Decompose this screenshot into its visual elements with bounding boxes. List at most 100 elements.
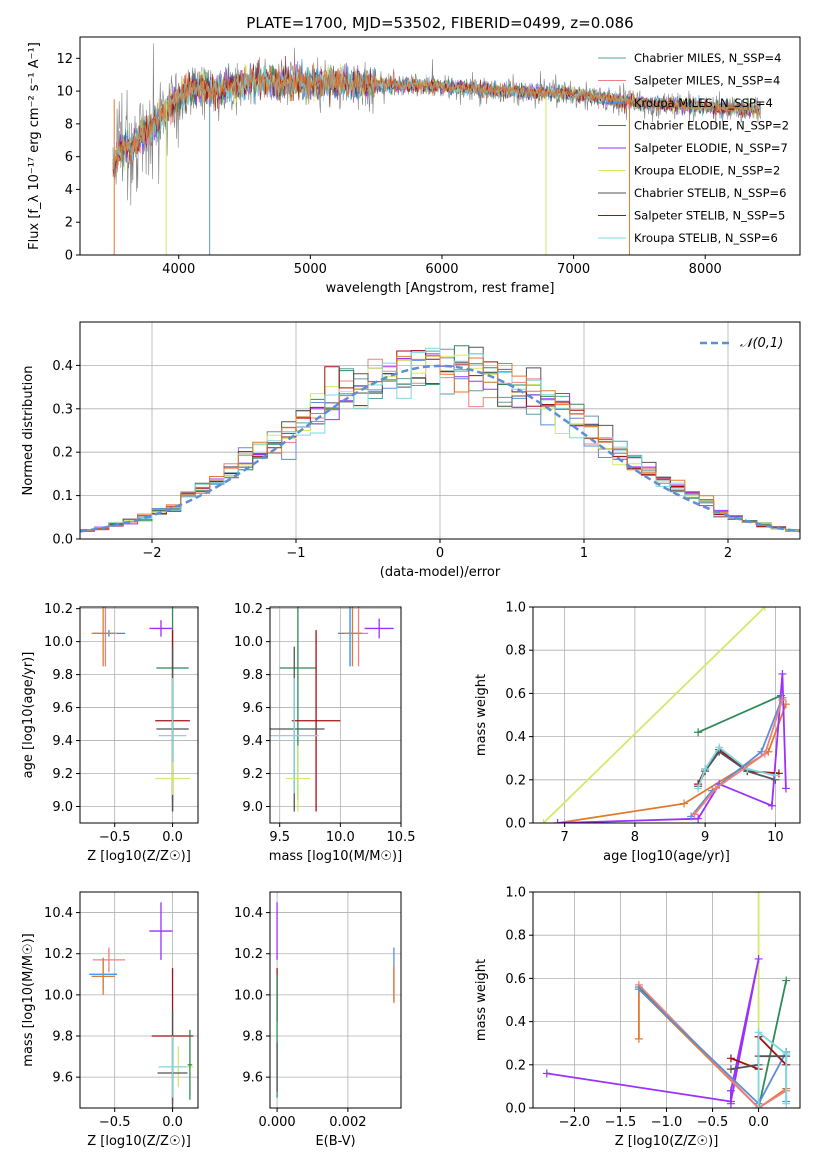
legend-entry: Chabrier ELODIE, N_SSP=2 bbox=[634, 119, 789, 133]
y-tick-label: 12 bbox=[56, 52, 73, 67]
panel-mass_vs_Z: −0.5 0.0 9.6 9.8 10.0 10.2 10.4 Z [log10(Z/Z☉)]… bbox=[21, 891, 199, 1149]
legend-entry: Kroupa MILES, N_SSP=4 bbox=[634, 96, 773, 110]
y-axis-label: Flux [f_λ 10⁻¹⁷ erg cm⁻² s⁻¹ A⁻¹] bbox=[27, 42, 42, 250]
plot-area bbox=[112, 43, 761, 255]
y-tick-label: 9.6 bbox=[52, 701, 73, 716]
weight-marker bbox=[771, 771, 780, 780]
x-tick-label: 0.000 bbox=[258, 1115, 295, 1130]
axes-frame bbox=[269, 606, 402, 824]
panel-age_vs_mass: 9.5 10.0 10.5 9.0 9.2 9.4 9.6 9.8 10.0 10.2 mass [… bbox=[234, 602, 416, 864]
x-tick-label: 9.5 bbox=[269, 830, 290, 845]
plot-area bbox=[89, 902, 194, 1108]
weight-marker bbox=[726, 1086, 735, 1095]
x-axis-label: (data-model)/error bbox=[380, 565, 501, 580]
x-tick-label: 7000 bbox=[557, 262, 590, 277]
plot-area bbox=[270, 607, 394, 812]
y-tick-label: 9.4 bbox=[242, 734, 263, 749]
legend: 𝒩(0,1) bbox=[700, 336, 783, 351]
panel-mass_weight_vs_Z: −2.0 −1.5 −1.0 −0.5 0.0 0.0 0.2 0.4 0.6 0.8 1.0 Z [… bbox=[474, 886, 801, 1149]
y-tick-label: 6 bbox=[65, 150, 73, 165]
y-tick-label: 10.2 bbox=[234, 947, 263, 962]
weight-marker bbox=[760, 749, 769, 758]
panel-spectrum: 4000 5000 6000 7000 8000 0 2 4 6 8 10 12 wavelength … bbox=[27, 36, 801, 296]
weight-marker bbox=[782, 1099, 791, 1108]
weight-marker bbox=[754, 892, 763, 896]
y-axis-label: Normed distribution bbox=[21, 366, 36, 496]
weight-marker bbox=[715, 743, 724, 752]
y-tick-label: 10.2 bbox=[44, 947, 73, 962]
x-tick-label: 5000 bbox=[294, 262, 327, 277]
weight-marker bbox=[782, 976, 791, 985]
x-tick-label: −1.0 bbox=[651, 1115, 683, 1130]
x-tick-label: 0 bbox=[436, 546, 444, 561]
x-tick-label: 0.0 bbox=[162, 830, 183, 845]
x-tick-label: −2 bbox=[142, 546, 161, 561]
weight-series bbox=[557, 673, 787, 823]
x-axis-label: Z [log10(Z/Z☉)] bbox=[87, 849, 191, 864]
y-tick-label: 10.4 bbox=[44, 906, 73, 921]
model-spectrum bbox=[112, 62, 761, 173]
weight-marker bbox=[778, 669, 787, 678]
y-tick-label: 0.0 bbox=[505, 817, 526, 832]
x-tick-label: 4000 bbox=[162, 262, 195, 277]
weight-marker bbox=[711, 784, 720, 793]
x-tick-label: 10 bbox=[767, 830, 784, 845]
weight-marker bbox=[694, 784, 703, 793]
legend-entry: 𝒩(0,1) bbox=[740, 336, 783, 351]
x-tick-label: 2 bbox=[724, 546, 732, 561]
y-tick-label: 9.8 bbox=[242, 1030, 263, 1045]
weight-marker bbox=[754, 1028, 763, 1037]
y-tick-label: 10.0 bbox=[44, 988, 73, 1003]
plot-area bbox=[539, 607, 790, 823]
weight-marker bbox=[754, 954, 763, 963]
y-tick-label: 0.2 bbox=[505, 1058, 526, 1073]
legend-entry: Chabrier MILES, N_SSP=4 bbox=[634, 51, 781, 65]
weight-marker bbox=[778, 695, 787, 704]
x-tick-label: 8 bbox=[631, 830, 639, 845]
weight-marker bbox=[680, 799, 689, 808]
y-tick-label: 0.4 bbox=[52, 359, 73, 374]
panel-mass_vs_EBV: 0.000 0.002 9.6 9.8 10.0 10.2 10.4 E(B-V) bbox=[234, 891, 402, 1149]
axes-frame bbox=[79, 606, 199, 824]
weight-marker bbox=[781, 784, 790, 793]
y-tick-label: 10 bbox=[56, 85, 73, 100]
y-tick-label: 0.0 bbox=[505, 1102, 526, 1117]
weight-marker bbox=[634, 985, 643, 994]
y-tick-label: 0.4 bbox=[505, 730, 526, 745]
x-tick-label: 6000 bbox=[425, 262, 458, 277]
weight-marker bbox=[767, 801, 776, 810]
plot-area bbox=[542, 892, 791, 1108]
y-axis-label: age [log10(age/yr)] bbox=[21, 652, 36, 779]
y-tick-label: 0.2 bbox=[505, 773, 526, 788]
y-tick-label: 10.4 bbox=[234, 906, 263, 921]
y-tick-label: 10.0 bbox=[44, 635, 73, 650]
x-tick-label: 10.5 bbox=[387, 830, 416, 845]
legend: Chabrier MILES, N_SSP=4 Salpeter MILES, N… bbox=[598, 51, 789, 245]
x-tick-label: 0.0 bbox=[748, 1115, 769, 1130]
y-tick-label: 9.2 bbox=[242, 767, 263, 782]
weight-series bbox=[697, 750, 776, 787]
y-tick-label: 9.4 bbox=[52, 734, 73, 749]
y-tick-label: 9.6 bbox=[242, 701, 263, 716]
x-axis-label: age [log10(age/yr)] bbox=[603, 849, 730, 864]
x-tick-label: −1.5 bbox=[605, 1115, 637, 1130]
x-tick-label: −0.5 bbox=[697, 1115, 729, 1130]
y-tick-label: 4 bbox=[65, 183, 73, 198]
weight-marker bbox=[542, 1069, 551, 1078]
y-tick-label: 10.0 bbox=[234, 988, 263, 1003]
y-tick-label: 0.4 bbox=[505, 1015, 526, 1030]
x-axis-label: wavelength [Angstrom, rest frame] bbox=[326, 281, 555, 296]
y-tick-label: 9.8 bbox=[52, 1030, 73, 1045]
y-tick-label: 9.2 bbox=[52, 767, 73, 782]
y-tick-label: 1.0 bbox=[505, 601, 526, 616]
y-tick-label: 0.6 bbox=[505, 687, 526, 702]
weight-series bbox=[697, 694, 782, 734]
y-tick-label: 0.0 bbox=[52, 533, 73, 548]
weight-series bbox=[697, 748, 779, 785]
y-tick-label: 2 bbox=[65, 216, 73, 231]
panel-age_vs_Z: −0.5 0.0 9.0 9.2 9.4 9.6 9.8 10.0 10.2 Z [log10(Z… bbox=[21, 602, 199, 864]
weight-marker bbox=[634, 1034, 643, 1043]
weight-series bbox=[546, 958, 760, 1104]
weight-series bbox=[693, 699, 784, 815]
